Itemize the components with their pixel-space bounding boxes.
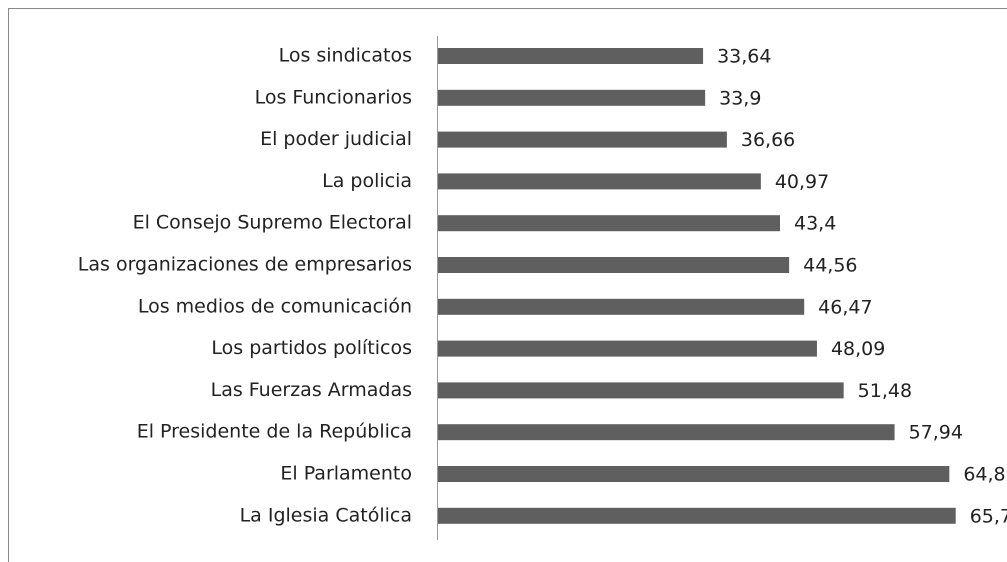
bar bbox=[438, 382, 844, 399]
value-label: 64,89 bbox=[963, 464, 1007, 486]
category-label: Los partidos políticos bbox=[211, 337, 412, 359]
bar bbox=[438, 257, 790, 273]
value-label: 36,66 bbox=[741, 129, 795, 151]
chart-frame bbox=[8, 8, 1007, 562]
bar bbox=[438, 466, 950, 482]
category-label: Los sindicatos bbox=[279, 45, 412, 67]
category-label: El poder judicial bbox=[260, 128, 412, 150]
bar bbox=[438, 298, 805, 315]
value-label: 48,09 bbox=[831, 338, 885, 360]
value-label: 33,9 bbox=[719, 87, 761, 109]
bar bbox=[438, 340, 817, 357]
category-label: Las Fuerzas Armadas bbox=[211, 379, 412, 401]
value-label: 46,47 bbox=[818, 296, 872, 318]
category-label: El Consejo Supremo Electoral bbox=[133, 212, 412, 234]
bar bbox=[438, 215, 780, 232]
bar bbox=[438, 89, 706, 106]
category-label: Los Funcionarios bbox=[255, 86, 412, 108]
bar bbox=[438, 48, 704, 64]
value-label: 57,94 bbox=[909, 422, 963, 444]
category-label: Los medios de comunicación bbox=[138, 295, 412, 317]
category-label: La policia bbox=[322, 170, 412, 192]
category-label: El Parlamento bbox=[280, 463, 412, 485]
value-label: 33,64 bbox=[717, 46, 771, 68]
value-label: 65,7 bbox=[970, 505, 1007, 527]
bar bbox=[438, 173, 761, 190]
category-label: Las organizaciones de empresarios bbox=[78, 254, 412, 276]
bar bbox=[438, 507, 956, 524]
value-label: 51,48 bbox=[858, 380, 912, 402]
bar bbox=[438, 424, 895, 441]
value-label: 40,97 bbox=[775, 171, 829, 193]
value-label: 43,4 bbox=[794, 213, 836, 235]
category-label: La Iglesia Católica bbox=[240, 504, 412, 526]
category-label: El Presidente de la República bbox=[137, 421, 412, 443]
value-label: 44,56 bbox=[803, 255, 857, 277]
bar bbox=[438, 131, 727, 148]
